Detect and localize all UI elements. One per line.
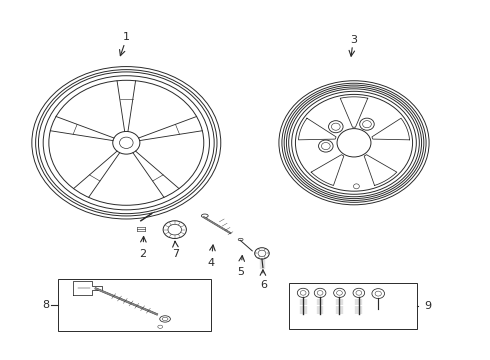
Text: 8: 8 bbox=[43, 300, 50, 310]
Text: 4: 4 bbox=[208, 258, 215, 268]
Text: 7: 7 bbox=[172, 249, 179, 259]
Text: 6: 6 bbox=[260, 280, 267, 290]
Text: 3: 3 bbox=[350, 35, 358, 45]
Bar bbox=[58, 279, 211, 330]
Bar bbox=[289, 283, 417, 329]
Text: 1: 1 bbox=[123, 32, 130, 42]
Text: 2: 2 bbox=[139, 249, 146, 259]
Text: 9: 9 bbox=[424, 301, 431, 311]
Text: 5: 5 bbox=[238, 267, 245, 277]
